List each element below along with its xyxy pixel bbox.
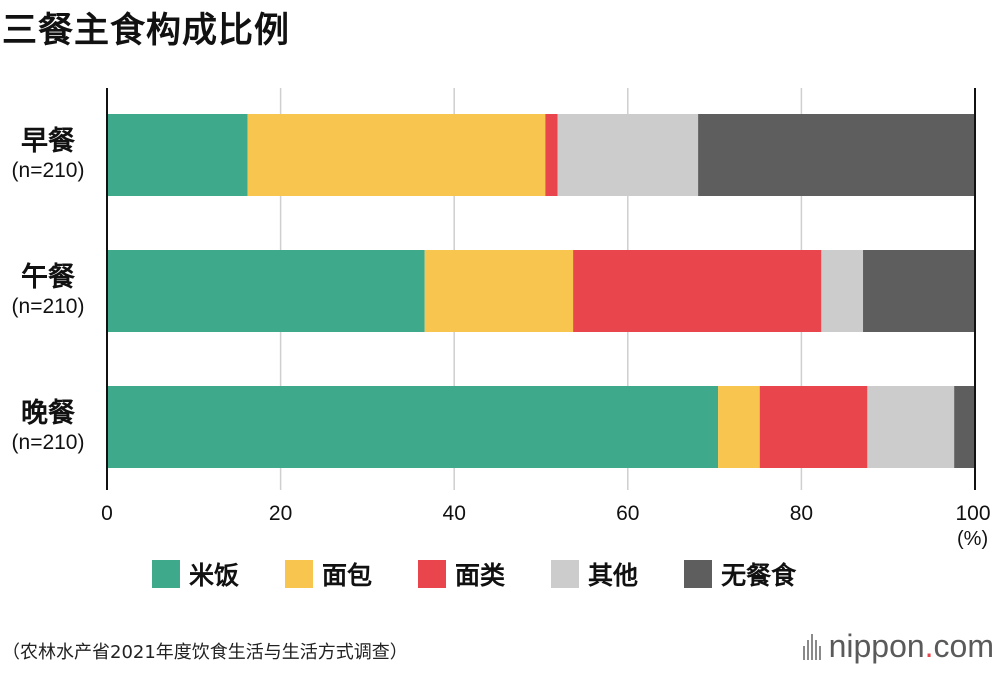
bar-segment bbox=[718, 386, 760, 468]
x-tick-label: 20 bbox=[269, 502, 292, 525]
brand-dot: . bbox=[924, 628, 934, 664]
bar-segment bbox=[424, 250, 574, 332]
legend-swatch bbox=[418, 560, 447, 588]
bar-segment bbox=[821, 250, 864, 332]
category-sample-size: (n=210) bbox=[11, 431, 85, 454]
category-sample-size: (n=210) bbox=[11, 159, 85, 182]
bar-segments bbox=[107, 114, 975, 468]
bar-segment bbox=[247, 114, 546, 196]
bar-segment bbox=[107, 386, 719, 468]
x-tick-label: 100 bbox=[955, 502, 990, 525]
chart-title: 三餐主食构成比例 bbox=[2, 11, 291, 51]
legend-item-other: 其他 bbox=[551, 556, 638, 592]
bar-segment bbox=[954, 386, 975, 468]
legend-swatch bbox=[285, 560, 314, 588]
bar-segment bbox=[557, 114, 699, 196]
x-tick-label: 60 bbox=[616, 502, 639, 525]
stacked-bar-chart: 0 20 40 60 80 100 bbox=[101, 88, 991, 525]
bar-segment bbox=[863, 250, 975, 332]
source-note: （农林水产省2021年度饮食生活与生活方式调查） bbox=[2, 642, 408, 663]
category-sample-size: (n=210) bbox=[11, 295, 85, 318]
brand-logo[interactable]: nippon. com bbox=[802, 628, 994, 665]
legend-item-noodles: 面类 bbox=[418, 556, 505, 592]
category-name: 早餐 bbox=[21, 126, 75, 157]
category-name: 午餐 bbox=[21, 262, 75, 293]
legend-item-bread: 面包 bbox=[285, 556, 372, 592]
legend-label: 面类 bbox=[455, 561, 506, 590]
bar-segment bbox=[107, 250, 425, 332]
legend-item-rice: 米饭 bbox=[152, 556, 239, 592]
legend-swatch bbox=[551, 560, 580, 588]
bar-segment bbox=[867, 386, 955, 468]
category-label-breakfast: 早餐 (n=210) bbox=[0, 126, 96, 184]
bar-segment bbox=[107, 114, 248, 196]
legend-swatch bbox=[684, 560, 713, 588]
legend-label: 面包 bbox=[322, 561, 373, 590]
category-label-lunch: 午餐 (n=210) bbox=[0, 262, 96, 320]
x-axis-unit: (%) bbox=[957, 528, 989, 550]
bar-segment bbox=[698, 114, 975, 196]
legend-label: 其他 bbox=[588, 561, 639, 590]
bar-segment bbox=[545, 114, 558, 196]
legend-swatch bbox=[152, 560, 180, 588]
category-name: 晚餐 bbox=[21, 398, 75, 429]
x-tick-label: 40 bbox=[443, 502, 466, 525]
brand-suffix: com bbox=[933, 628, 994, 664]
category-label-dinner: 晚餐 (n=210) bbox=[0, 398, 96, 456]
legend-label: 无餐食 bbox=[721, 561, 797, 590]
logo-mark-icon bbox=[802, 633, 821, 660]
x-tick-label: 80 bbox=[790, 502, 813, 525]
x-axis: 0 20 40 60 80 100 bbox=[101, 88, 991, 525]
bar-segment bbox=[573, 250, 822, 332]
bar-segment bbox=[759, 386, 868, 468]
legend-item-no-meal: 无餐食 bbox=[684, 556, 796, 592]
legend-label: 米饭 bbox=[189, 561, 240, 590]
legend: 米饭 面包 面类 其他 无餐食 bbox=[152, 556, 796, 592]
x-tick-label: 0 bbox=[101, 502, 113, 525]
brand-name: nippon bbox=[828, 628, 925, 664]
